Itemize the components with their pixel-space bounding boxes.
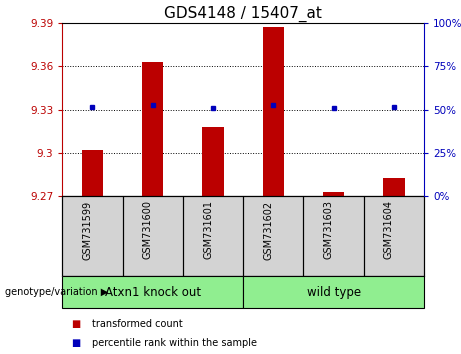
Bar (62, 276, 243, 308)
Bar (364, 196, 424, 276)
Text: GSM731604: GSM731604 (384, 200, 394, 259)
Text: transformed count: transformed count (92, 319, 183, 329)
Bar (263, 27, 284, 196)
Bar (384, 178, 404, 196)
Text: ■: ■ (71, 319, 81, 329)
Bar (243, 276, 424, 308)
Text: Atxn1 knock out: Atxn1 knock out (105, 286, 201, 298)
Bar (82, 150, 103, 196)
Text: genotype/variation ▶: genotype/variation ▶ (5, 287, 108, 297)
Title: GDS4148 / 15407_at: GDS4148 / 15407_at (164, 5, 322, 22)
Bar (243, 196, 303, 276)
Bar (183, 196, 243, 276)
Text: GSM731603: GSM731603 (324, 200, 334, 259)
Text: GSM731599: GSM731599 (83, 200, 92, 259)
Bar (323, 192, 344, 196)
Text: GSM731602: GSM731602 (263, 200, 273, 259)
Text: wild type: wild type (307, 286, 361, 298)
Bar (303, 196, 364, 276)
Text: ■: ■ (71, 338, 81, 348)
Bar (123, 196, 183, 276)
Text: percentile rank within the sample: percentile rank within the sample (92, 338, 257, 348)
Text: GSM731600: GSM731600 (143, 200, 153, 259)
Bar (62, 196, 123, 276)
Bar (202, 127, 224, 196)
Text: GSM731601: GSM731601 (203, 200, 213, 259)
Bar (142, 62, 163, 196)
